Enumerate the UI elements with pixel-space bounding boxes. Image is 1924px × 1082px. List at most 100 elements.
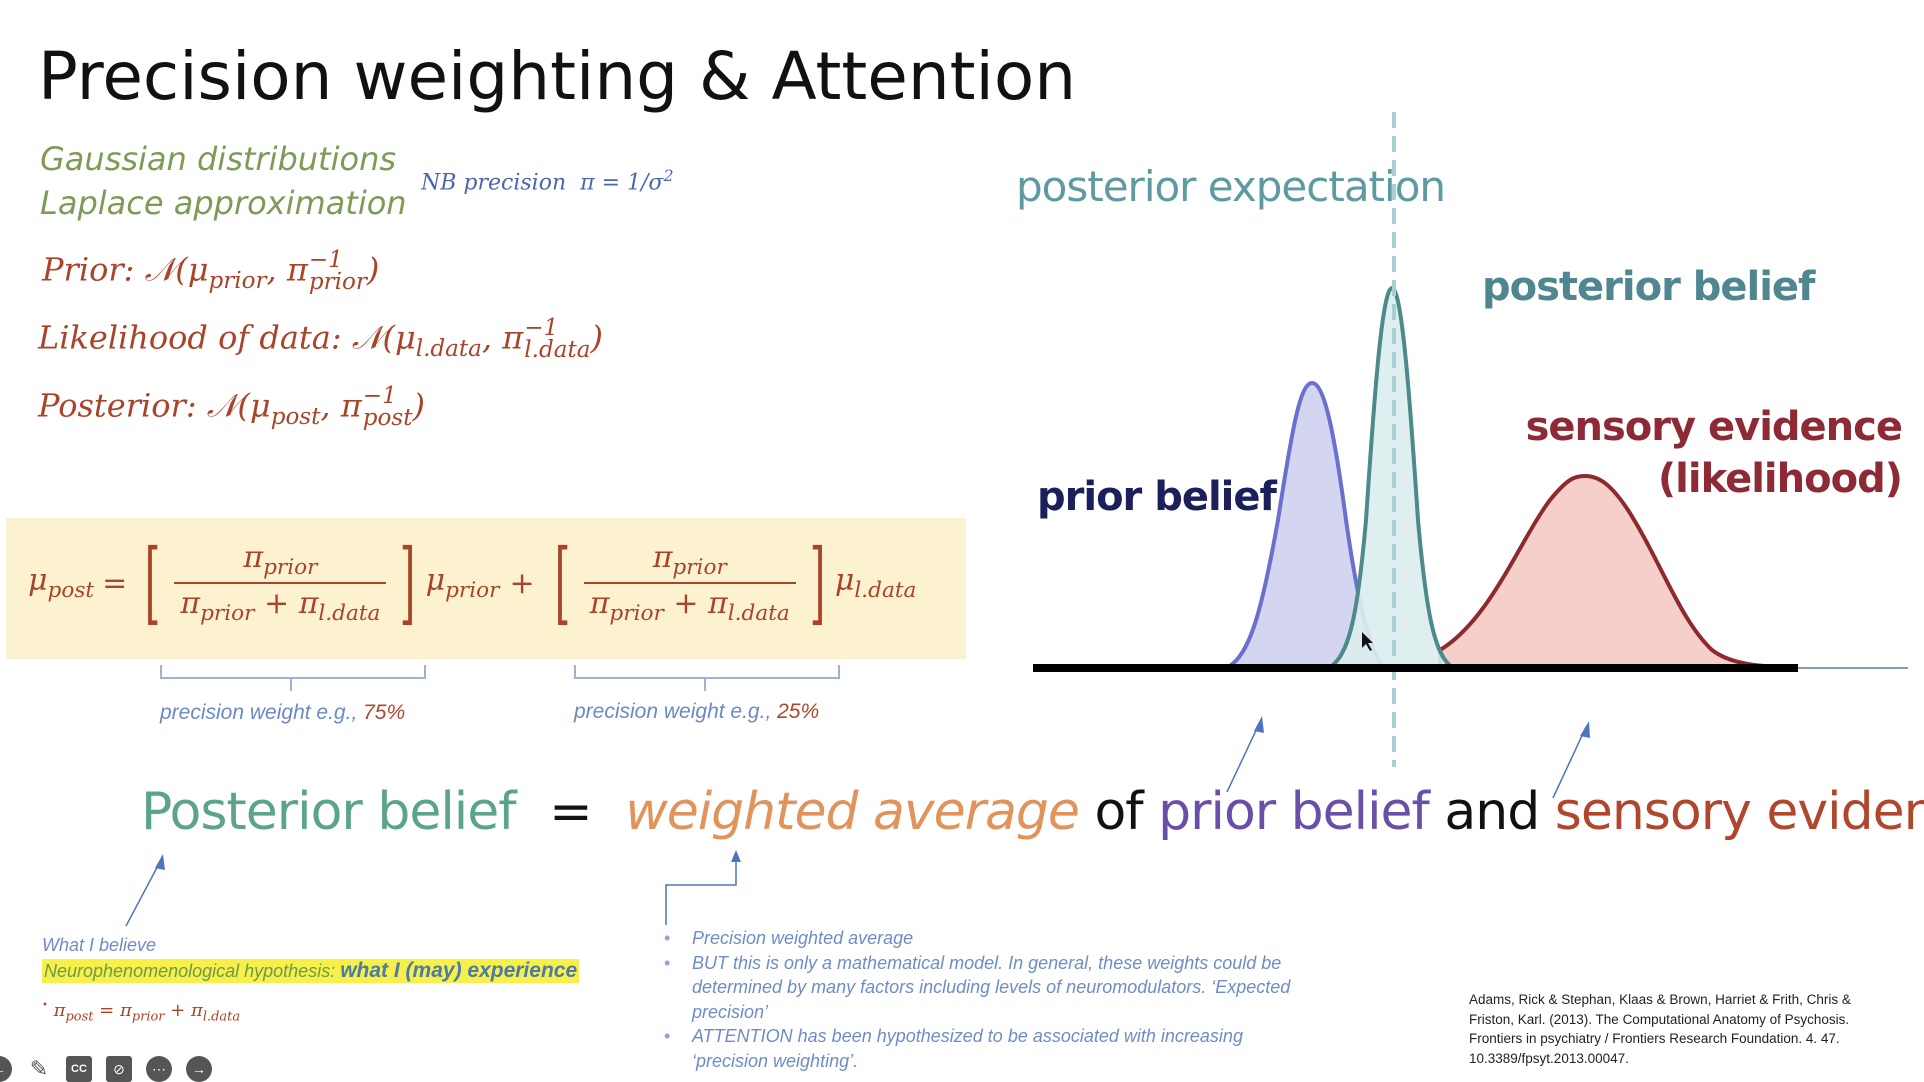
pi-symbol: π	[191, 1000, 203, 1021]
pi-symbol: π	[243, 540, 264, 575]
label-prior-belief: prior belief	[1037, 474, 1277, 520]
hypothesis-bold: what I (may) experience	[340, 959, 578, 982]
subscript: prior	[672, 555, 727, 580]
brace-data-weight	[574, 665, 840, 679]
plus-sign: +	[170, 1000, 186, 1021]
brace-tick	[290, 679, 292, 691]
fraction-numerator: πprior	[647, 540, 733, 582]
bullet-item: BUT this is only a mathematical model. I…	[662, 951, 1302, 1025]
pi-superscript: −1	[362, 383, 397, 409]
citation-line: Frontiers in psychiatry / Frontiers Rese…	[1469, 1031, 1840, 1047]
plus-sign: +	[673, 586, 699, 621]
next-icon[interactable]: →	[186, 1056, 212, 1082]
highlighted-hypothesis: Neurophenomenological hypothesis: what I…	[42, 959, 580, 983]
label-posterior-expectation: posterior expectation	[1016, 162, 1446, 211]
label-sensory-evidence: sensory evidence	[1525, 404, 1903, 450]
arrow-to-weighted-average	[665, 858, 737, 925]
left-bracket: [	[144, 530, 161, 635]
more-icon[interactable]: ⋯	[146, 1056, 172, 1082]
pi-superscript: −1	[524, 315, 559, 341]
weight-percent: 75%	[363, 701, 406, 724]
presentation-toolbar: ← ✎ CC ⊘ ⋯ →	[0, 1056, 212, 1082]
arrow-head-icon	[731, 850, 741, 862]
weight-label-text: precision weight e.g.,	[574, 700, 778, 723]
notes-bullet-list: Precision weighted average BUT this is o…	[662, 926, 1302, 1073]
prior-label: Prior:	[42, 250, 135, 289]
arrow-head-icon	[1254, 716, 1264, 733]
sentence-and: and	[1444, 782, 1540, 842]
normal-symbol: 𝒩	[206, 386, 238, 425]
sentence-sensory-evidence: sensory evidence	[1554, 782, 1924, 842]
bullet-dot: •	[42, 1000, 48, 1011]
arrow-to-sensory	[1552, 726, 1587, 799]
bullet-item: ATTENTION has been hypothesized to be as…	[662, 1024, 1302, 1073]
mu-subscript: prior	[208, 267, 267, 294]
precision-sum-equation: • πpost = πprior + πl.data	[42, 1000, 240, 1025]
subscript: prior	[263, 555, 318, 580]
subtitle-laplace: Laplace approximation	[40, 184, 407, 222]
subtitle-gaussian: Gaussian distributions	[40, 140, 397, 178]
mu-symbol: μ	[28, 563, 48, 598]
weight-fraction-prior: πprior πprior + πl.data	[174, 540, 387, 626]
precision-note-prefix: NB precision	[421, 170, 567, 196]
sentence-equals: =	[549, 782, 593, 842]
subscript: l.data	[727, 601, 790, 626]
mu-data: μl.data	[835, 563, 917, 603]
precision-note: NB precision π = 1/σ2	[421, 166, 674, 195]
pi-subscript: l.data	[524, 336, 591, 363]
plus-sign: +	[264, 586, 290, 621]
pi-symbol: π	[180, 586, 201, 621]
arrow-to-prior	[1226, 721, 1261, 793]
bullet-item: Precision weighted average	[662, 926, 1302, 951]
hypothesis-prefix: Neurophenomenological hypothesis:	[44, 961, 341, 981]
pi-symbol: π	[53, 1000, 66, 1021]
brace-prior-weight	[160, 665, 426, 679]
posterior-mean-formula: μpost = [ πprior πprior + πl.data ] μpri…	[28, 538, 916, 628]
left-bracket: [	[554, 530, 571, 635]
arrow-head-icon	[1580, 721, 1590, 738]
mu-subscript: post	[270, 403, 321, 430]
precision-weight-label-data: precision weight e.g., 25%	[574, 700, 819, 724]
normal-symbol: 𝒩	[144, 250, 176, 289]
lhs-subscript: post	[47, 578, 95, 603]
sentence-of: of	[1094, 782, 1143, 842]
fraction-numerator: πprior	[237, 540, 323, 582]
precision-note-expr: π = 1/σ	[580, 170, 664, 196]
fraction-denominator: πprior + πl.data	[583, 582, 796, 626]
subscript: l.data	[854, 578, 917, 603]
likelihood-label: Likelihood of data:	[38, 318, 342, 357]
pi-symbol: π	[298, 586, 319, 621]
posterior-label: Posterior:	[38, 386, 197, 425]
equals-sign: =	[99, 1000, 115, 1021]
plus-sign: +	[509, 565, 535, 601]
equals-sign: =	[102, 565, 128, 601]
posterior-distribution: Posterior: 𝒩(μpost, π −1 post)	[38, 383, 425, 431]
arrow-head-icon	[155, 854, 165, 870]
subscript: l.data	[202, 1009, 241, 1025]
slide-title: Precision weighting & Attention	[38, 38, 1077, 115]
precision-note-exponent: 2	[663, 166, 674, 185]
back-icon[interactable]: ←	[0, 1056, 12, 1082]
video-off-icon[interactable]: ⊘	[106, 1056, 132, 1082]
sentence-weighted-average: weighted average	[625, 782, 1080, 842]
sentence-prior-belief: prior belief	[1158, 782, 1430, 842]
pi-symbol: π	[120, 1000, 132, 1021]
subscript: l.data	[318, 601, 381, 626]
normal-symbol: 𝒩	[351, 318, 383, 357]
weight-fraction-data: πprior πprior + πl.data	[583, 540, 796, 626]
subscript: prior	[200, 601, 255, 626]
mu-subscript: l.data	[415, 335, 482, 362]
pi-symbol: π	[708, 586, 728, 621]
pi-symbol: π	[589, 586, 610, 621]
fraction-denominator: πprior + πl.data	[174, 582, 387, 626]
pen-icon[interactable]: ✎	[29, 1056, 49, 1081]
mu-symbol: μ	[834, 563, 855, 598]
prior-distribution: Prior: 𝒩(μprior, π −1 prior)	[42, 247, 380, 295]
right-bracket: ]	[809, 530, 826, 635]
mu-symbol: μ	[425, 563, 446, 598]
sensory-evidence-curve	[1438, 473, 1791, 669]
mu-prior: μprior	[426, 563, 500, 603]
citation-line: Friston, Karl. (2013). The Computational…	[1469, 1011, 1850, 1027]
captions-icon[interactable]: CC	[66, 1056, 92, 1082]
weight-label-text: precision weight e.g.,	[160, 701, 364, 724]
